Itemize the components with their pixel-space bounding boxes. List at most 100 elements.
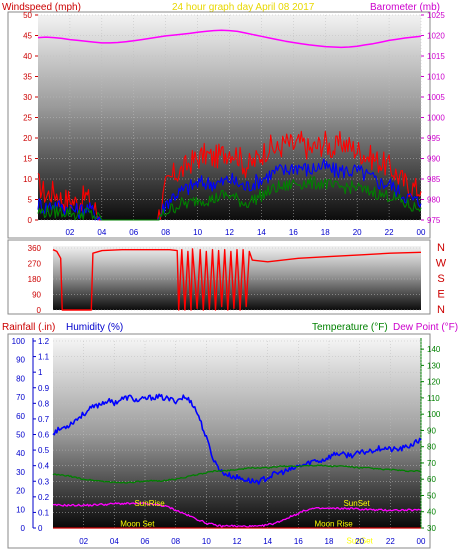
humidity-x-tick-label: 04 [110, 537, 119, 546]
series-barometer [37, 29, 422, 49]
humidity-x-tick-label: 20 [355, 537, 364, 546]
wind-grid [38, 14, 422, 221]
astro-annotations: SunRise SunSet Moon Set Moon Rise SunSet [120, 499, 373, 545]
humidity-tick-label: 10 [16, 505, 25, 514]
humidity-x-tick-label: 16 [294, 537, 303, 546]
humidity-x-tick-label: 08 [171, 537, 180, 546]
temperature-tick-label: 70 [427, 459, 436, 468]
wind-x-tick-label: 02 [65, 228, 74, 237]
humidity-x-tick-label: 02 [79, 537, 88, 546]
humidity-x-tick-label: 14 [263, 537, 272, 546]
humidity-tick-label: 100 [12, 337, 26, 346]
baro-tick-label: 990 [427, 155, 441, 164]
annotation-label: Moon Set [120, 519, 155, 528]
direction-y-ticks: 0 90 180 270 360 [28, 244, 42, 315]
humidity-plot-area [53, 338, 421, 528]
humidity-tick-label: 60 [16, 412, 25, 421]
wind-x-tick-label: 14 [257, 228, 266, 237]
wind-x-tick-label: 04 [97, 228, 106, 237]
humidity-tick-label: 40 [16, 449, 25, 458]
wind-x-tick-label: 06 [129, 228, 138, 237]
wind-tick-label: 5 [28, 196, 33, 205]
temperature-tick-label: 140 [427, 345, 441, 354]
series-temperature [52, 464, 422, 484]
humidity-y-ticks: 0 10 20 30 40 50 60 70 80 90 100 [12, 337, 26, 533]
series-humidity [52, 393, 422, 485]
humidity-x-tick-label: 12 [233, 537, 242, 546]
wind-x-tick-label: 18 [321, 228, 330, 237]
rain-tick-label: 0.2 [38, 493, 50, 502]
temperature-tick-label: 120 [427, 378, 441, 387]
compass-label: W [436, 258, 447, 270]
humidity-tick-label: 30 [16, 468, 25, 477]
annotation-label: SunRise [134, 499, 165, 508]
baro-tick-label: 1010 [427, 73, 445, 82]
humidity-grid [53, 340, 422, 529]
humidity-x-tick-label: 06 [141, 537, 150, 546]
rainfall-axis-title: Rainfall (.in) [2, 322, 55, 333]
humidity-tick-label: 0 [21, 524, 26, 533]
compass-label: S [437, 273, 444, 285]
rain-tick-label: 0.6 [38, 431, 50, 440]
direction-tick-label: 360 [28, 244, 42, 253]
temperature-tick-label: 40 [427, 508, 436, 517]
humidity-series [52, 393, 422, 529]
barometer-axis-title: Barometer (mb) [370, 2, 440, 13]
rain-tick-label: 0.4 [38, 462, 50, 471]
wind-tick-label: 50 [23, 11, 32, 20]
direction-tick-label: 90 [32, 291, 41, 300]
humidity-tick-label: 20 [16, 487, 25, 496]
baro-tick-label: 975 [427, 216, 441, 225]
temperature-tick-label: 110 [427, 394, 440, 403]
windspeed-axis-title: Windspeed (mph) [2, 2, 81, 13]
direction-grid [53, 247, 421, 311]
annotation-label: SunSet [343, 499, 370, 508]
rain-tick-label: 1.2 [38, 337, 50, 346]
humidity-tick-label: 70 [16, 393, 25, 402]
wind-x-tick-label: 10 [193, 228, 202, 237]
baro-tick-label: 995 [427, 134, 441, 143]
barometer-y-ticks: 975 980 985 990 995 1000 1005 1010 1015 1020 1025 [421, 11, 445, 225]
compass-label: E [437, 289, 444, 301]
baro-tick-label: 980 [427, 196, 441, 205]
humidity-axis-title: Humidity (%) [66, 322, 123, 333]
temperature-tick-label: 30 [427, 524, 436, 533]
baro-tick-label: 1020 [427, 32, 445, 41]
series-direction [52, 248, 422, 311]
baro-tick-label: 985 [427, 175, 441, 184]
humidity-x-tick-label: 18 [325, 537, 334, 546]
wind-series [37, 29, 422, 221]
direction-series [52, 248, 422, 311]
rain-tick-label: 0.3 [38, 477, 50, 486]
series-dewpoint [52, 501, 422, 528]
wind-x-tick-label: 00 [417, 228, 426, 237]
rain-tick-label: 0 [38, 524, 43, 533]
wind-x-tick-label: 16 [289, 228, 298, 237]
wind-x-tick-label: 08 [161, 228, 170, 237]
wind-x-tick-label: 12 [225, 228, 234, 237]
temperature-tick-label: 80 [427, 443, 436, 452]
wind-tick-label: 15 [23, 155, 32, 164]
humidity-x-ticks: 02 04 06 08 10 12 14 16 18 20 22 00 [79, 537, 426, 546]
baro-tick-label: 1025 [427, 11, 445, 20]
wind-tick-label: 40 [23, 52, 32, 61]
rainfall-y-ticks: 0 0.1 0.2 0.3 0.4 0.5 0.6 0.7 0.8 0.9 1 1.1 1.2 [33, 337, 50, 533]
wind-x-tick-label: 22 [385, 228, 394, 237]
humidity-tick-label: 90 [16, 356, 25, 365]
temperature-axis-title: Temperature (°F) [312, 322, 388, 333]
rain-tick-label: 1 [38, 368, 43, 377]
humidity-x-tick-label: 00 [417, 537, 426, 546]
humidity-x-tick-label: 10 [202, 537, 211, 546]
rain-tick-label: 0.9 [38, 384, 50, 393]
rain-tick-label: 0.5 [38, 446, 50, 455]
annotation-label: Moon Rise [314, 519, 353, 528]
temperature-tick-label: 130 [427, 361, 441, 370]
wind-tick-label: 25 [23, 114, 32, 123]
wind-tick-label: 0 [28, 216, 33, 225]
temperature-y-ticks: 30 40 50 60 70 80 90 100 110 120 130 140 [421, 345, 441, 533]
rain-tick-label: 0.8 [38, 399, 50, 408]
wind-x-tick-label: 20 [353, 228, 362, 237]
rain-tick-label: 0.7 [38, 415, 50, 424]
